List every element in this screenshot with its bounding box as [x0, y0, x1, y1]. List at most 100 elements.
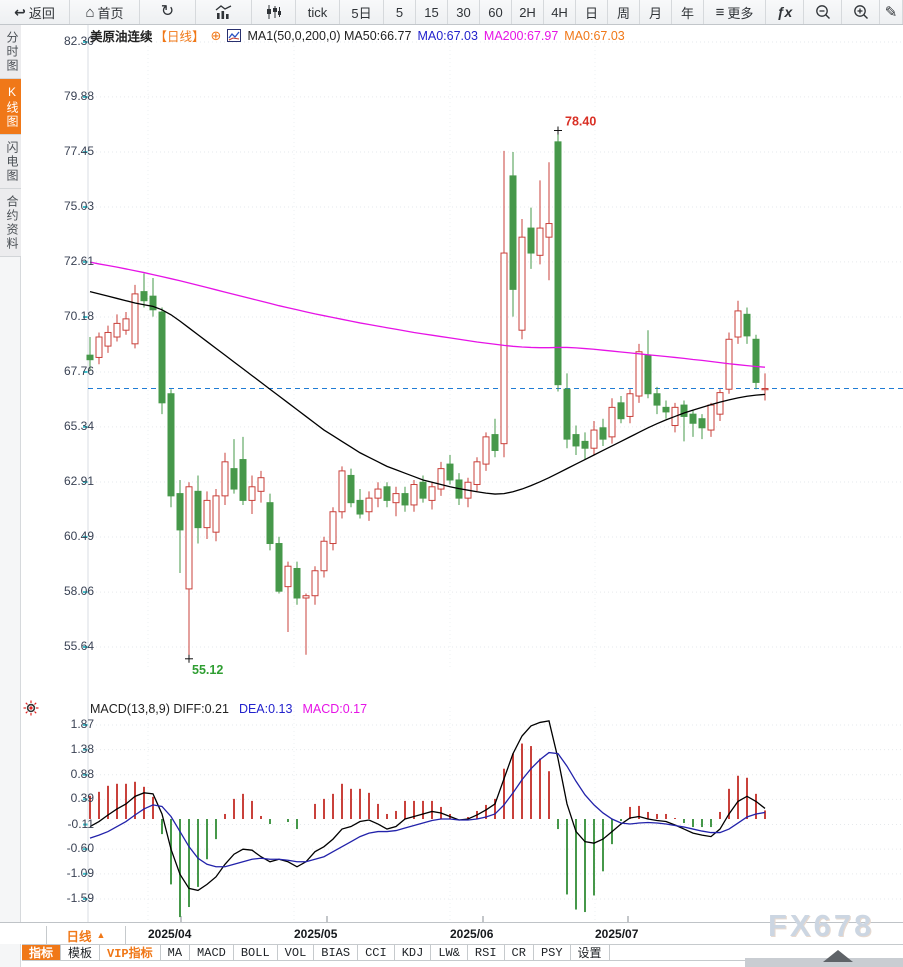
toolbar-home[interactable]: ⌂ 首页 [70, 0, 140, 24]
toolbar-tick[interactable]: tick [296, 0, 340, 24]
tab-psy[interactable]: PSY [534, 945, 571, 960]
toolbar-label: 年 [680, 5, 694, 21]
home-icon: ⌂ [85, 3, 95, 21]
x-axis-label: 2025/07 [595, 927, 639, 941]
tab-vip-indicators[interactable]: VIP指标 [100, 945, 161, 961]
tab-cr[interactable]: CR [505, 945, 534, 960]
macd-panel [83, 697, 903, 922]
toolbar-2-hour[interactable]: 2H [512, 0, 544, 24]
toolbar-label: 4H [551, 4, 568, 20]
price-axis-label: 72.61 [63, 253, 94, 268]
ma-settings: MA1(50,0,200,0) MA50:66.77 [247, 28, 412, 43]
toolbar-weekly[interactable]: 周 [608, 0, 640, 24]
scroll-arrow-icon[interactable] [823, 950, 853, 962]
macd-histogram [89, 743, 766, 918]
sidebar-item-time-chart[interactable]: 分时图 [0, 25, 21, 79]
tab-vol[interactable]: VOL [278, 945, 315, 960]
macd-lines [89, 720, 766, 892]
toolbar-label: 日 [584, 5, 598, 21]
toolbar-label: 周 [616, 5, 630, 21]
tab-rsi[interactable]: RSI [468, 945, 505, 960]
x-axis-label: 2025/06 [450, 927, 494, 941]
macd-value: MACD:0.17 [302, 701, 368, 716]
toolbar-more[interactable]: ≡ 更多 [704, 0, 766, 24]
high-annotation: 78.40 [565, 115, 596, 129]
refresh-icon: ↻ [160, 3, 175, 20]
toolbar-5-day[interactable]: 5日 [340, 0, 384, 24]
period-selector-button[interactable]: 日线 ▲ [46, 926, 126, 944]
tab-lwr[interactable]: LW& [431, 945, 468, 960]
triangle-up-icon: ▲ [96, 930, 106, 940]
macd-header: MACD(13,8,9) DIFF:0.21 DEA:0.13 MACD:0.1… [90, 701, 367, 716]
price-axis-label: 79.88 [63, 88, 94, 103]
tab-templates[interactable]: 模板 [61, 945, 101, 961]
toolbar-bar-chart-view[interactable] [196, 0, 252, 24]
tab-macd[interactable]: MACD [190, 945, 234, 960]
toolbar-zoom-out[interactable] [804, 0, 842, 24]
macd-axis-label: -1.09 [66, 865, 94, 880]
x-axis-label: 2025/05 [294, 927, 338, 941]
price-axis-label: 62.91 [63, 474, 94, 489]
price-axis-label: 70.18 [63, 309, 94, 324]
toolbar-label: 首页 [97, 5, 124, 21]
toolbar-label: 5 [395, 4, 404, 20]
ma200-value: MA200:67.97 [483, 28, 559, 43]
toolbar-label: 15 [424, 4, 439, 20]
toolbar-60-min[interactable]: 60 [480, 0, 512, 24]
tab-kdj[interactable]: KDJ [395, 945, 432, 960]
ma0-value-2: MA0:67.03 [564, 28, 625, 43]
toolbar-label: tick [307, 4, 328, 20]
macd-axis-label: 0.39 [70, 791, 94, 806]
toolbar-monthly[interactable]: 月 [640, 0, 672, 24]
indicator-tab-bar: 指标 模板 VIP指标 MA MACD BOLL VOL BIAS CCI KDJ LW& RSI CR… [22, 944, 903, 961]
top-toolbar: ↩ 返回 ⌂ 首页 ↻ tick 5日 5 15 30 60 2H 4H 日周月年 ≡ 更多 ƒx ✎ [0, 0, 903, 25]
tab-bias[interactable]: BIAS [314, 945, 359, 960]
toolbar-draw[interactable]: ✎ [880, 0, 903, 24]
macd-axis-label: 1.38 [70, 741, 94, 756]
macd-gridlines [83, 697, 903, 922]
toolbar-5-min[interactable]: 5 [384, 0, 416, 24]
fx678-watermark: FX678 [768, 908, 875, 943]
tab-cci[interactable]: CCI [358, 945, 395, 960]
tab-indicators[interactable]: 指标 [22, 945, 62, 961]
toolbar-30-min[interactable]: 30 [448, 0, 480, 24]
horizontal-scrollbar[interactable] [745, 950, 903, 967]
price-axis-label: 75.03 [63, 198, 94, 213]
macd-title-diff: MACD(13,8,9) DIFF:0.21 [90, 701, 229, 716]
macd-axis-label: -0.11 [67, 816, 94, 831]
toolbar-refresh[interactable]: ↻ [140, 0, 196, 24]
price-axis-label: 67.76 [63, 363, 94, 378]
sidebar-item-contract-info[interactable]: 合约资料 [0, 189, 21, 257]
price-axis-label: 60.49 [63, 528, 94, 543]
add-indicator-icon[interactable]: ⊕ [210, 27, 222, 43]
sidebar-item-lightning-chart[interactable]: 闪电图 [0, 135, 21, 189]
toolbar-15-min[interactable]: 15 [416, 0, 448, 24]
kline-icon [266, 5, 282, 19]
toolbar-4-hour[interactable]: 4H [544, 0, 576, 24]
toolbar-back[interactable]: ↩ 返回 [0, 0, 70, 24]
toolbar-label: 60 [488, 4, 503, 20]
zoom-in-icon [853, 4, 869, 20]
menu-icon: ≡ [715, 3, 725, 21]
toolbar-kline-view[interactable] [252, 0, 296, 24]
toolbar-daily[interactable]: 日 [576, 0, 608, 24]
x-axis-row: 日线 ▲ 2025/04 2025/05 2025/06 2025/07 [0, 922, 903, 944]
price-axis-label: 77.45 [63, 144, 94, 159]
sidebar-item-kline-chart[interactable]: K线图 [0, 79, 21, 135]
toolbar-label: 30 [456, 4, 471, 20]
chart-legend: 美原油连续 【日线】 ⊕ MA1(50,0,200,0) MA50:66.77 M… [90, 27, 625, 45]
candlestick-series [86, 130, 769, 659]
toolbar-zoom-in[interactable] [842, 0, 880, 24]
tab-boll[interactable]: BOLL [234, 945, 278, 960]
price-gridlines [83, 25, 903, 697]
indicator-sun-icon[interactable] [23, 700, 39, 716]
toolbar-formula[interactable]: ƒx [766, 0, 804, 24]
tab-settings[interactable]: 设置 [571, 945, 610, 961]
toolbar-label: 2H [519, 4, 536, 20]
toolbar-label: 更多 [727, 5, 754, 21]
zoom-out-icon [815, 4, 831, 20]
toolbar-yearly[interactable]: 年 [672, 0, 704, 24]
tab-ma[interactable]: MA [161, 945, 191, 960]
ma0-value: MA0:67.03 [417, 28, 478, 43]
